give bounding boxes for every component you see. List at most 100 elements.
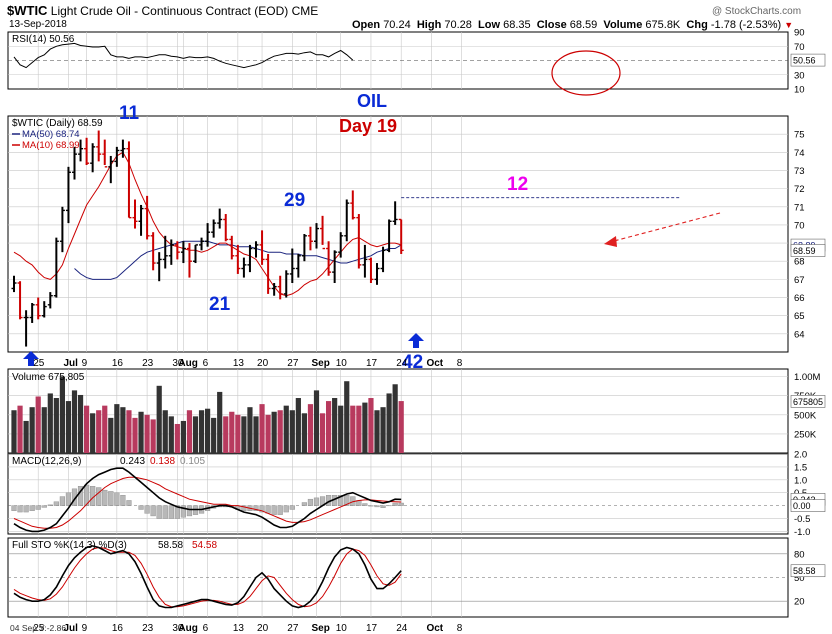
macd-hist-bar-38 <box>241 505 247 511</box>
volume-bar-41 <box>259 404 265 453</box>
ohlc-bar-49 <box>307 226 313 251</box>
x-label-3: 16 <box>112 358 124 369</box>
x-label-bottom-2: 9 <box>82 623 88 634</box>
rsi-tick-label-0: 90 <box>794 28 805 39</box>
ohlc-bar-45 <box>283 270 289 298</box>
price-tick-label-2: 73 <box>794 166 805 177</box>
volume-bar-50 <box>313 390 320 453</box>
x-label-bottom-7: 6 <box>203 623 209 634</box>
macd-hist-bar-9 <box>65 492 72 506</box>
ohlc-bar-28 <box>180 241 186 264</box>
ohlc-bar-53 <box>332 250 338 284</box>
macd-hist-bar-2 <box>23 505 29 513</box>
ohlc-bar-64 <box>398 218 404 254</box>
up-arrow-icon-2 <box>408 333 424 348</box>
ohlc-bar-17 <box>114 146 120 167</box>
ohlc-bar-43 <box>271 283 277 296</box>
ohlc-bar-56 <box>350 190 356 220</box>
volume-value: 675.8K <box>645 19 681 31</box>
macd-hist-bar-19 <box>126 500 132 506</box>
volume-bar-53 <box>332 398 338 453</box>
macd-hist-bar-49 <box>307 498 314 506</box>
volume-bar-22 <box>144 414 150 453</box>
ohlc-bar-16 <box>108 155 114 184</box>
x-label-16: 8 <box>457 358 463 369</box>
ohlc-bar-7 <box>53 237 59 298</box>
ohlc-bar-3 <box>29 302 35 323</box>
rsi-last-tag: 50.56 <box>790 53 826 67</box>
price-tick-label-1: 74 <box>794 148 805 159</box>
high-value: 70.28 <box>444 19 472 31</box>
price-tick-label-3: 72 <box>794 184 805 195</box>
macd-hist-bar-25 <box>162 505 168 519</box>
ohlc-bar-10 <box>72 146 77 180</box>
ohlc-bar-5 <box>41 301 47 318</box>
macd-hist-bar-27 <box>174 505 180 519</box>
macd-hist-bar-7 <box>53 501 59 506</box>
price-legend-symbol: $WTIC (Daily) 68.59 <box>12 118 103 129</box>
sto-legend: Full STO %K(14,3) %D(3) 58.58 54.58 <box>12 540 217 551</box>
ma10-line <box>13 151 402 297</box>
macd-panel <box>7 453 789 535</box>
x-label-bottom-10: 27 <box>287 623 299 634</box>
ohlc-bar-27 <box>174 241 180 260</box>
macd-hist-bar-26 <box>168 505 174 519</box>
macd-legend: MACD(12,26,9) 0.243 0.138 0.105 <box>12 456 205 467</box>
price-tick-label-5: 70 <box>794 220 805 231</box>
high-label: High <box>416 19 442 31</box>
sto-tick-label-2: 20 <box>794 597 805 608</box>
ohlc-summary: Open 70.24 High 70.28 Low 68.35 Close 68… <box>352 19 793 31</box>
rsi-last-tag-box <box>790 53 826 67</box>
volume-bar-45 <box>283 405 289 453</box>
x-label-bottom-9: 20 <box>257 623 269 634</box>
sto-tick-label-0: 80 <box>794 549 805 560</box>
price-tick-label-7: 68 <box>794 257 805 268</box>
price-tick-label-0: 75 <box>794 130 805 141</box>
price-tick-label-8: 67 <box>794 275 805 286</box>
macd-hist-bar-1 <box>17 505 23 513</box>
macd-hist-bar-16 <box>108 491 114 506</box>
volume-bar-52 <box>326 401 332 453</box>
close-last-tag-text: 68.59 <box>793 246 816 256</box>
volume-bar-16 <box>108 417 114 453</box>
x-label-bottom-14: 24 <box>396 623 408 634</box>
ohlc-bar-11 <box>78 139 84 162</box>
volume-bar-24 <box>156 385 162 453</box>
ohlc-bar-31 <box>199 237 205 251</box>
ohlc-bar-57 <box>356 214 362 269</box>
low-value: 68.35 <box>503 19 531 31</box>
macd-hist-bar-40 <box>253 505 259 511</box>
volume-bar-55 <box>344 381 350 453</box>
open-value: 70.24 <box>383 19 411 31</box>
macd-hist-bar-3 <box>29 505 35 511</box>
x-label-bottom-13: 17 <box>366 623 378 634</box>
ohlc-bar-0 <box>11 275 17 293</box>
x-label-bottom-1: Jul <box>63 623 78 634</box>
macd-hist-bar-8 <box>59 496 66 506</box>
x-label-bottom-16: 8 <box>457 623 463 634</box>
ohlc-bar-41 <box>259 230 265 265</box>
footer-left-label: 04 Sep Y:-2.86 <box>10 623 66 633</box>
ohlc-bar-9 <box>65 166 71 224</box>
x-label-bottom-5: 30 <box>172 623 184 634</box>
cycle-label-29: 29 <box>284 190 305 211</box>
macd-hist-bar-63 <box>392 502 398 506</box>
price-panel <box>7 115 789 353</box>
x-label-bottom-11: Sep <box>312 623 330 634</box>
red-pointer-arrow-head-icon <box>604 236 617 247</box>
volume-last-tag-text: 675805 <box>793 397 823 407</box>
ohlc-bar-58 <box>362 244 368 278</box>
volume-bar-36 <box>229 411 235 453</box>
x-label-bottom-3: 16 <box>112 623 124 634</box>
x-label-9: 20 <box>257 358 269 369</box>
price-tick-label-4: 71 <box>794 202 805 213</box>
rsi-tick-label-4: 10 <box>794 85 805 96</box>
macd-hist-bar-44 <box>277 505 283 515</box>
ohlc-bar-36 <box>229 235 235 260</box>
volume-bar-28 <box>180 420 186 453</box>
x-label-10: 27 <box>287 358 299 369</box>
x-label-2: 9 <box>82 358 88 369</box>
up-arrow-icon-1 <box>23 351 39 366</box>
volume-bar-57 <box>356 405 362 453</box>
